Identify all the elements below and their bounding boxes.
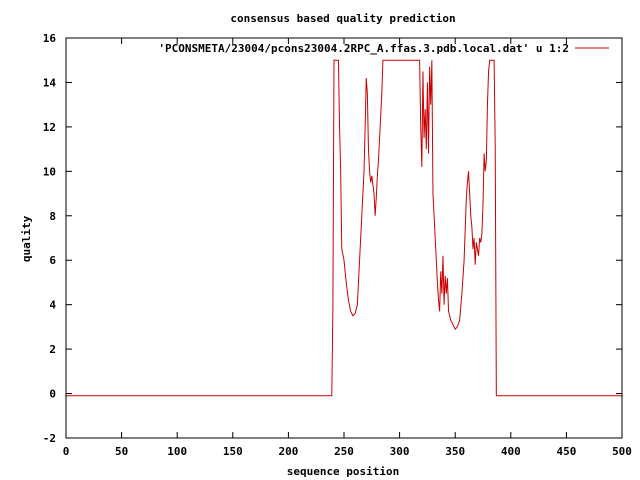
x-tick-label: 100 [167,445,187,458]
y-tick-label: 2 [49,343,56,356]
y-tick-label: 6 [49,254,56,267]
x-axis-label: sequence position [287,465,400,478]
y-tick-label: 14 [43,76,57,89]
x-tick-label: 350 [445,445,465,458]
x-tick-label: 250 [334,445,354,458]
y-tick-label: 10 [43,165,56,178]
x-tick-label: 50 [115,445,128,458]
x-tick-label: 300 [390,445,410,458]
y-tick-label: 0 [49,388,56,401]
axis-ticks: 0 50 100 150 200 250 300 350 400 450 500 -2 0 2 4 6 8 10 1… [43,32,632,458]
x-tick-label: 200 [278,445,298,458]
x-tick-label: 500 [612,445,632,458]
y-tick-label: -2 [43,432,56,445]
y-tick-label: 16 [43,32,57,45]
x-tick-label: 400 [501,445,521,458]
y-tick-label: 4 [49,299,56,312]
plot-frame [65,37,623,439]
x-tick-label: 150 [223,445,243,458]
legend-label: 'PCONSMETA/23004/pcons23004.2RPC_A.ffas.… [158,42,569,55]
y-tick-label: 8 [49,210,56,223]
y-tick-label: 12 [43,121,56,134]
y-axis-label: quality [20,215,33,262]
x-tick-label: 450 [556,445,576,458]
series-line-0 [66,59,622,397]
x-tick-label: 0 [63,445,70,458]
chart-title: consensus based quality prediction [230,12,455,25]
series-layer [66,59,622,397]
legend: 'PCONSMETA/23004/pcons23004.2RPC_A.ffas.… [158,42,609,55]
